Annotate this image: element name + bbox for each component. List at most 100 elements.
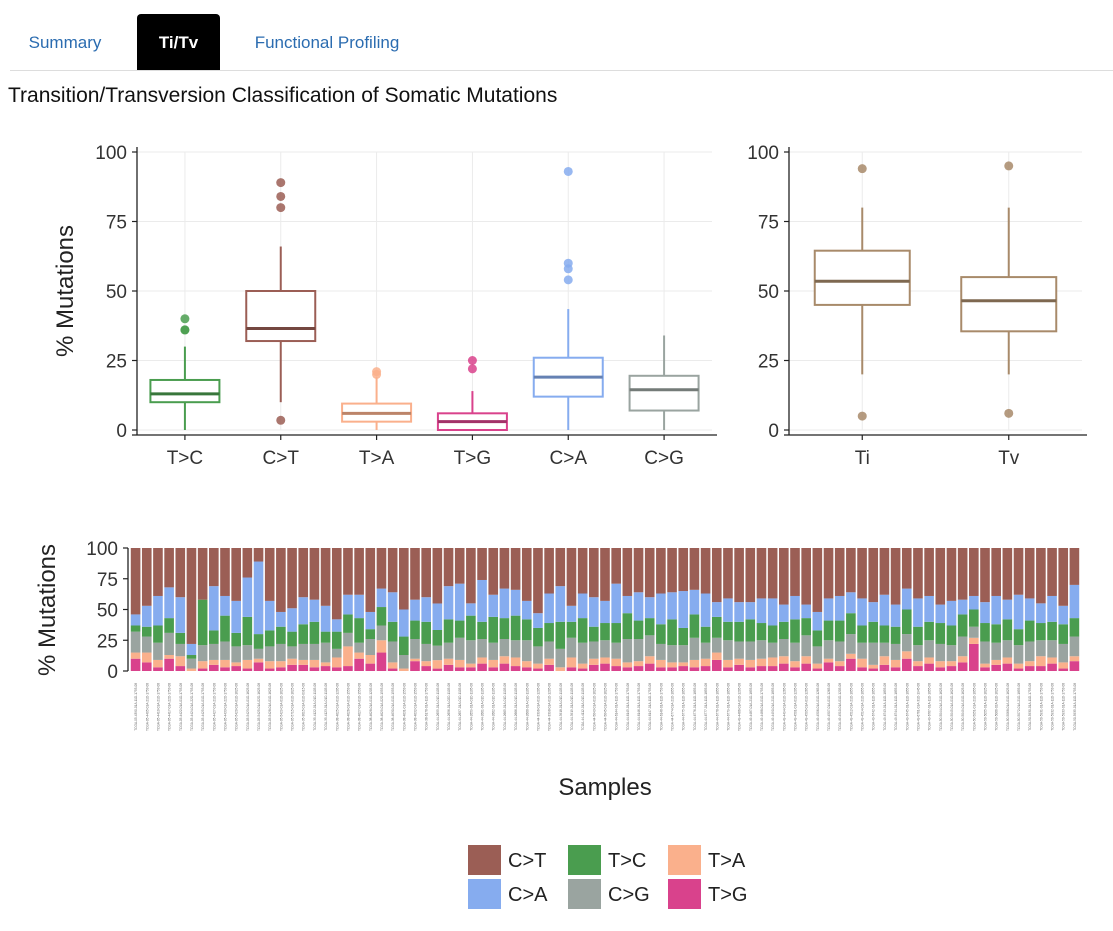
bar-segment-t-to-a: [767, 657, 778, 667]
bar-segment-c-to-g: [242, 645, 253, 660]
bar-segment-t-to-a: [175, 656, 186, 667]
bar-segment-c-to-g: [488, 642, 499, 660]
bar-segment-c-to-a: [723, 598, 733, 622]
titv-y-tick-label: 100: [747, 143, 779, 164]
bar-segment-c-to-a: [1069, 584, 1080, 619]
x-axis-label: Samples: [558, 774, 651, 801]
bar-segment-c-to-a: [633, 592, 644, 621]
sample-label: TCGA-49-4512-01A-21D-1855-08: [849, 683, 853, 731]
bar-segment-t-to-g: [309, 667, 320, 671]
bar-segment-c-to-t: [197, 548, 208, 600]
sample-label: TCGA-50-5044-01A-21D-1625-08: [939, 683, 943, 731]
bar-segment-t-to-a: [823, 658, 834, 663]
bar-segment-t-to-g: [711, 659, 722, 671]
bar-segment-t-to-c: [790, 619, 800, 643]
bar-segment-c-to-a: [577, 593, 588, 619]
bar-segment-c-to-a: [644, 597, 655, 619]
stacked-y-tick-label: 75: [97, 570, 118, 591]
bar-segment-c-to-t: [175, 548, 186, 598]
bar-segment-t-to-g: [756, 666, 767, 671]
bar-segment-t-to-g: [801, 663, 811, 671]
bar-segment-c-to-t: [1069, 548, 1080, 585]
bar-segment-t-to-g: [589, 664, 599, 671]
bar-segment-c-to-g: [466, 640, 476, 664]
bar-segment-c-to-g: [991, 642, 1001, 660]
bar-segment-t-to-c: [667, 619, 677, 646]
titv-tv-box: [960, 276, 1058, 333]
bar-segment-c-to-t: [823, 548, 834, 599]
bar-segment-t-to-g: [946, 666, 957, 671]
bar-segment-c-to-t: [656, 548, 666, 594]
bar-segment-c-to-t: [846, 548, 856, 593]
sample-label: TCGA-50-5068-01A-01D-1625-08: [1006, 683, 1010, 731]
bar-segment-t-to-c: [164, 618, 174, 633]
bar-segment-c-to-t: [834, 548, 845, 596]
bar-segment-c-to-g: [890, 643, 901, 660]
bar-segment-c-to-a: [767, 598, 778, 626]
bar-segment-t-to-c: [488, 616, 499, 643]
bar-segment-c-to-t: [767, 548, 778, 599]
bar-segment-t-to-a: [331, 657, 342, 668]
bar-segment-c-to-g: [264, 646, 275, 662]
legend-label-t-to-a: T>A: [708, 850, 746, 872]
tab-functional-profiling[interactable]: Functional Profiling: [254, 33, 400, 52]
bar-segment-t-to-a: [320, 662, 331, 667]
bar-segment-c-to-g: [734, 641, 744, 659]
sample-label: TCGA-44-6146-01A-11D-1753-08: [637, 683, 641, 731]
bar-segment-t-to-g: [544, 664, 554, 671]
bar-segment-t-to-g: [600, 663, 610, 671]
bar-segment-c-to-a: [980, 602, 990, 624]
bar-segment-t-to-g: [868, 668, 879, 671]
bar-segment-t-to-c: [153, 625, 163, 643]
titv-ti-outlier: [857, 164, 867, 174]
bar-segment-c-to-g: [1069, 636, 1080, 657]
bar-segment-c-to-g: [689, 637, 700, 660]
sample-label: TCGA-50-5933-01A-11D-1753-08: [1062, 683, 1066, 731]
bar-segment-t-to-a: [466, 663, 476, 668]
bar-segment-t-to-c: [633, 620, 644, 640]
stacked-y-axis-label: % Mutations: [34, 544, 61, 676]
bar-segment-t-to-c: [1047, 621, 1057, 641]
conversion-c-to-t-outlier: [276, 415, 286, 425]
bar-segment-t-to-c: [644, 618, 655, 636]
bar-segment-c-to-t: [354, 548, 364, 595]
conversion-x-tick-label: C>A: [550, 448, 588, 469]
bar-segment-c-to-t: [946, 548, 957, 601]
bar-segment-t-to-c: [443, 619, 454, 643]
bar-segment-t-to-a: [499, 656, 510, 664]
bar-segment-c-to-a: [656, 593, 666, 625]
tab-titv[interactable]: Ti/Tv: [137, 14, 220, 71]
tab-summary[interactable]: Summary: [28, 33, 102, 52]
conversion-x-tick-label: C>G: [644, 448, 684, 469]
bar-segment-t-to-c: [555, 621, 566, 649]
sample-label: TCGA-49-4486-01A-01D-1205-08: [738, 683, 742, 731]
bar-segment-c-to-g: [544, 641, 554, 659]
bar-segment-t-to-g: [577, 668, 588, 671]
bar-segment-t-to-c: [432, 630, 443, 646]
bar-segment-t-to-c: [767, 625, 778, 643]
sample-label: TCGA-05-4410-01A-21D-1753-08: [156, 683, 160, 731]
bar-segment-c-to-t: [443, 548, 454, 587]
bar-segment-c-to-t: [421, 548, 431, 598]
sample-label: TCGA-50-5930-01A-11D-1753-08: [1028, 683, 1032, 731]
bar-segment-c-to-t: [868, 548, 879, 603]
sample-label: TCGA-44-3919-01A-01D-1105-08: [570, 683, 574, 731]
bar-segment-t-to-c: [466, 615, 476, 641]
bar-segment-c-to-a: [734, 602, 744, 622]
bar-segment-c-to-a: [141, 605, 152, 627]
bar-segment-t-to-c: [823, 620, 834, 641]
bar-segment-t-to-g: [253, 662, 264, 671]
bar-segment-c-to-a: [935, 604, 946, 624]
bar-segment-c-to-t: [287, 548, 297, 609]
bar-segment-c-to-a: [175, 597, 186, 633]
sample-label: TCGA-44-5643-01A-01D-1625-08: [592, 683, 596, 731]
bar-segment-t-to-a: [790, 661, 800, 668]
bar-segment-c-to-t: [264, 548, 275, 601]
sample-label: TCGA-49-4494-01A-01D-1265-08: [782, 683, 786, 731]
bar-segment-c-to-t: [298, 548, 309, 598]
bar-segment-t-to-c: [544, 623, 554, 642]
sample-label: TCGA-44-5645-01A-01D-1625-08: [604, 683, 608, 731]
sample-label: TCGA-38-4628-01A-01D-1205-08: [369, 683, 373, 731]
legend-label-t-to-g: T>G: [708, 884, 747, 906]
bar-segment-t-to-c: [354, 618, 364, 643]
